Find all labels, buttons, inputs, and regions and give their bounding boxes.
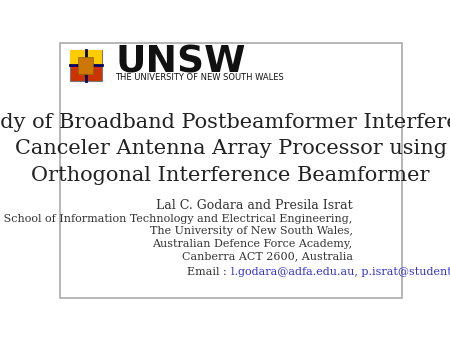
Text: The School of Information Technology and Electrical Engineering,: The School of Information Technology and… — [0, 214, 353, 224]
Text: Lal C. Godara and Presila Israt: Lal C. Godara and Presila Israt — [156, 199, 353, 212]
Text: Study of Broadband Postbeamformer Interference
Canceler Antenna Array Processor : Study of Broadband Postbeamformer Interf… — [0, 113, 450, 185]
Text: l.godara@adfa.edu.au, p.israt@student.adfa.edu.au: l.godara@adfa.edu.au, p.israt@student.ad… — [230, 267, 450, 277]
FancyBboxPatch shape — [69, 50, 102, 65]
Text: Canberra ACT 2600, Australia: Canberra ACT 2600, Australia — [182, 251, 353, 261]
Text: THE UNIVERSITY OF NEW SOUTH WALES: THE UNIVERSITY OF NEW SOUTH WALES — [116, 73, 284, 82]
FancyBboxPatch shape — [69, 50, 102, 81]
Text: Australian Defence Force Academy,: Australian Defence Force Academy, — [153, 239, 353, 249]
Text: Email :: Email : — [187, 267, 230, 277]
FancyBboxPatch shape — [60, 43, 401, 298]
Text: UNSW: UNSW — [116, 45, 246, 81]
FancyBboxPatch shape — [78, 56, 93, 74]
Text: The University of New South Wales,: The University of New South Wales, — [150, 226, 353, 236]
